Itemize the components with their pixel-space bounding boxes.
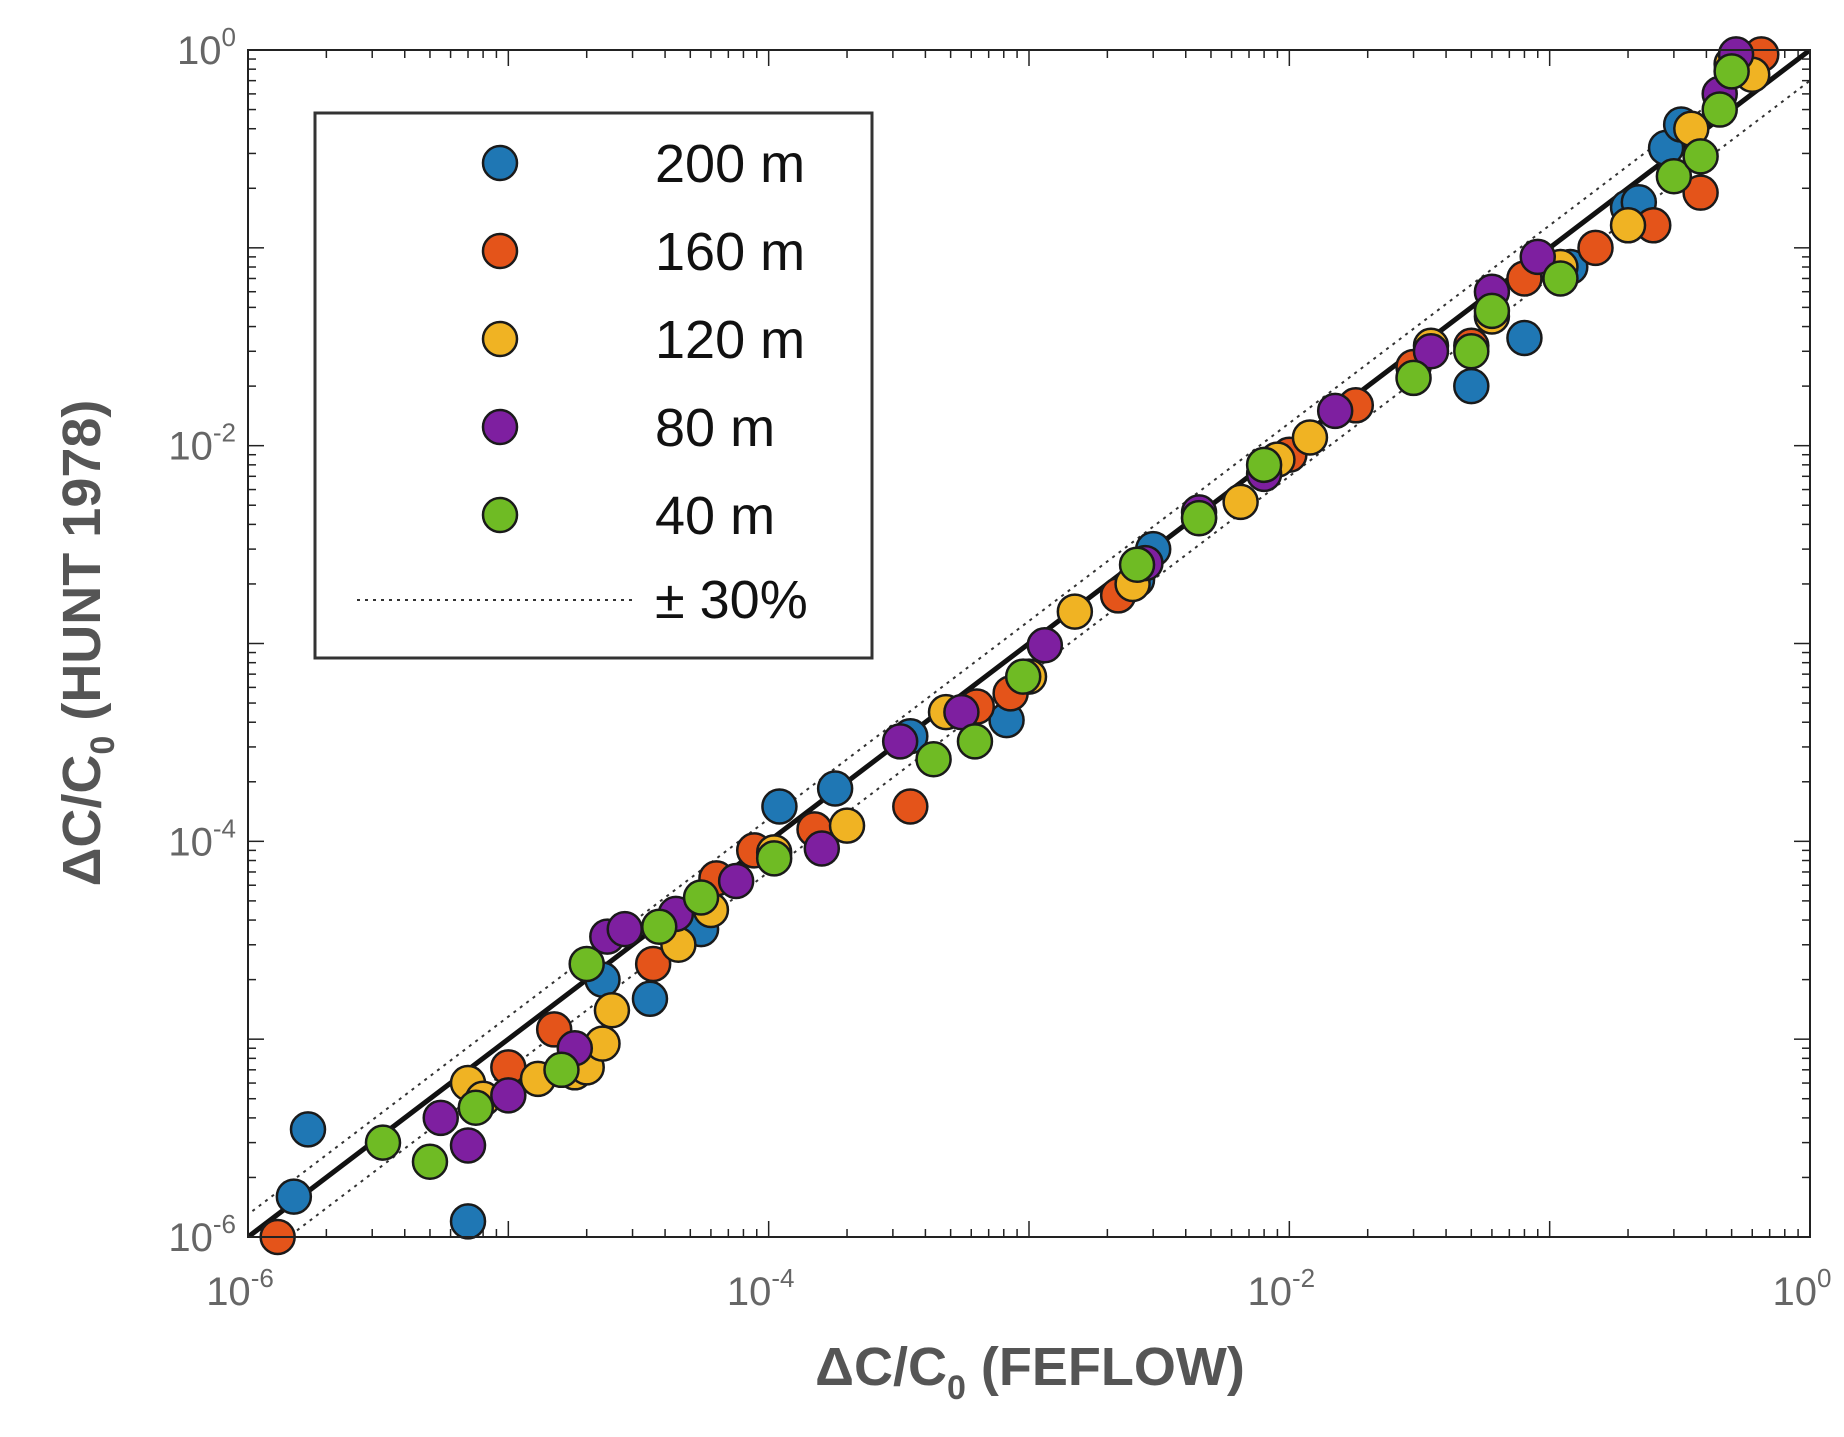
legend-marker — [481, 408, 519, 446]
legend-entry-label: 160 m — [655, 222, 805, 282]
data-point — [606, 910, 643, 948]
data-point — [1519, 238, 1557, 276]
x-tick-label: 10-6 — [206, 1263, 274, 1314]
plot-frame — [247, 49, 1811, 1238]
legend-entry-label: 80 m — [655, 398, 775, 458]
data-point — [449, 1203, 487, 1240]
x-tick-label: 10-4 — [727, 1263, 795, 1314]
data-point — [1577, 229, 1614, 267]
data-point — [1056, 593, 1094, 630]
y-tick-label: 10-2 — [168, 418, 236, 469]
data-point — [1395, 359, 1432, 397]
data-point — [1542, 260, 1579, 297]
data-point — [828, 807, 866, 844]
data-point — [1682, 138, 1719, 175]
data-points — [259, 36, 1780, 1256]
y-tick-label: 10-4 — [168, 813, 236, 864]
legend-box — [313, 111, 874, 660]
data-point — [568, 945, 605, 983]
y-axis-title: ΔC/C0 (HUNT 1978) — [52, 400, 122, 887]
data-point — [631, 980, 669, 1018]
data-point — [1118, 546, 1156, 584]
legend-marker — [481, 320, 519, 358]
legend: 200 m 160 m 120 m 80 m 40 m ± 30% — [313, 111, 874, 660]
data-point — [717, 862, 755, 900]
x-tick-labels: 10-6 10-4 10-2 100 — [206, 1263, 1831, 1314]
legend-marker — [481, 144, 519, 182]
legend-marker — [481, 232, 519, 270]
series-40-m — [364, 53, 1750, 1181]
data-point — [641, 908, 678, 946]
data-point — [1453, 367, 1490, 405]
y-tick-label: 100 — [177, 22, 236, 73]
legend-entry-label: 40 m — [655, 486, 775, 546]
data-point — [816, 770, 854, 807]
data-point — [1412, 333, 1450, 370]
data-point — [1701, 91, 1738, 128]
legend-entry-label: 120 m — [655, 310, 805, 370]
data-point — [892, 788, 929, 825]
data-point — [411, 1143, 449, 1181]
data-point — [422, 1099, 459, 1137]
data-point — [1506, 319, 1543, 357]
data-point — [761, 788, 798, 825]
axis-ticks — [247, 50, 1810, 1238]
data-point — [1655, 158, 1693, 195]
y-tick-label: 10-6 — [168, 1209, 236, 1260]
data-point — [634, 945, 672, 983]
data-point — [1004, 658, 1042, 695]
legend-marker — [481, 496, 519, 534]
legend-entry-label: 200 m — [655, 134, 805, 194]
data-point — [593, 992, 631, 1029]
data-point — [1713, 53, 1750, 90]
data-point — [364, 1124, 402, 1161]
x-axis-title: ΔC/C0 (FEFLOW) — [815, 1337, 1245, 1407]
data-point — [1222, 483, 1259, 521]
x-tick-label: 10-2 — [1248, 1263, 1316, 1314]
legend-range-label: ± 30% — [655, 570, 808, 630]
data-point — [1453, 333, 1490, 370]
data-point — [956, 723, 994, 760]
data-point — [1245, 446, 1283, 484]
data-point — [1609, 207, 1647, 244]
data-point — [490, 1077, 527, 1114]
data-point — [275, 1178, 313, 1215]
data-point — [943, 693, 980, 731]
data-point — [803, 830, 841, 867]
y-tick-labels: 10-6 10-4 10-2 100 — [168, 22, 236, 1260]
data-point — [543, 1051, 580, 1089]
x-tick-label: 100 — [1773, 1263, 1832, 1314]
data-point — [1316, 392, 1354, 430]
data-point — [915, 740, 952, 778]
data-point — [881, 723, 919, 760]
data-point — [682, 879, 720, 916]
data-point — [449, 1127, 487, 1164]
data-point — [457, 1089, 495, 1127]
data-point — [1473, 292, 1511, 330]
data-point — [289, 1111, 327, 1148]
data-point — [1682, 174, 1719, 211]
data-point — [1180, 499, 1218, 537]
data-point — [755, 840, 793, 877]
data-point — [1026, 626, 1064, 664]
data-point — [1291, 419, 1329, 456]
